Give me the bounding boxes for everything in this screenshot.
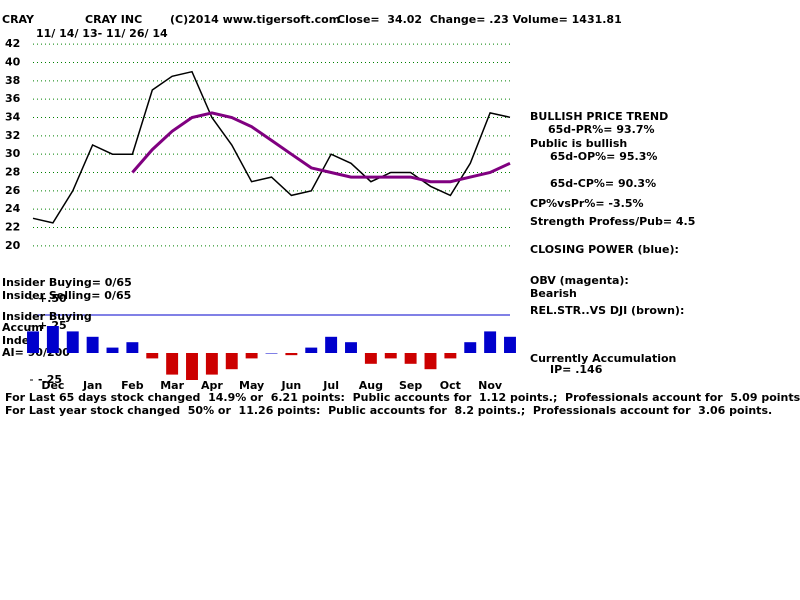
y-tick-label: 22: [5, 221, 20, 234]
y-tick-label: 34: [5, 111, 21, 124]
side-note: Public is bullish: [530, 137, 627, 150]
x-tick-label: Feb: [121, 379, 144, 392]
accum-bar: [484, 331, 497, 353]
y-tick-label: +.25: [38, 319, 67, 332]
side-note: IP= .146: [550, 363, 603, 376]
accum-bar: [225, 353, 238, 370]
left-note: Insider Buying= 0/65: [2, 276, 132, 289]
accum-bar: [166, 353, 179, 375]
y-tick-label: 38: [5, 74, 20, 87]
accum-bar: [126, 342, 139, 353]
x-tick-label: Oct: [440, 379, 461, 392]
x-tick-label: May: [239, 379, 264, 392]
accum-bar: [27, 331, 39, 353]
footer-line: For Last 65 days stock changed 14.9% or …: [5, 391, 800, 404]
accum-bar: [186, 353, 198, 380]
accum-bar: [444, 353, 457, 359]
accum-bar: [245, 353, 258, 359]
x-tick-label: Sep: [399, 379, 422, 392]
x-tick-label: Jun: [280, 379, 301, 392]
y-tick-label: 42: [5, 37, 20, 50]
accum-bar: [86, 336, 99, 353]
ticker: CRAY: [2, 13, 35, 26]
copyright: (C)2014 www.tigersoft.com: [170, 13, 340, 26]
accum-bar: [66, 331, 79, 353]
company: CRAY INC: [85, 13, 142, 26]
accum-bar: [325, 336, 338, 353]
accum-bar: [305, 347, 318, 353]
side-note: Currently Accumulation: [530, 352, 676, 365]
side-note: BULLISH PRICE TREND: [530, 110, 668, 123]
side-note: REL.STR..VS DJI (brown):: [530, 304, 684, 317]
x-tick-label: Jan: [82, 379, 102, 392]
side-note: OBV (magenta):: [530, 274, 629, 287]
side-note: 65d-OP%= 95.3%: [550, 150, 657, 163]
accum-bar: [265, 353, 278, 354]
y-tick-label: 36: [5, 92, 21, 105]
y-tick-label: 32: [5, 129, 20, 142]
accum-bar: [384, 353, 397, 359]
accum-bar: [504, 336, 516, 353]
x-tick-label: Apr: [201, 379, 223, 392]
series-line: [32, 70, 511, 224]
accum-bar: [106, 347, 119, 353]
y-tick-label: 30: [5, 147, 21, 160]
y-tick-label: 20: [5, 239, 21, 252]
y-tick-label: 40: [5, 56, 21, 69]
side-note: 65d-PR%= 93.7%: [548, 123, 655, 136]
accum-bar: [404, 353, 417, 364]
side-note: Strength Profess/Pub= 4.5: [530, 215, 695, 228]
left-note: Insider Selling= 0/65: [2, 289, 131, 302]
accum-bar: [345, 342, 357, 353]
date-range: 11/ 14/ 13- 11/ 26/ 14: [36, 27, 168, 40]
left-note: Insider Buying: [2, 310, 92, 323]
accum-bar: [364, 353, 377, 364]
left-note: Accum: [2, 321, 43, 334]
accum-bar: [464, 342, 477, 353]
footer-line: For Last year stock changed 50% or 11.26…: [5, 404, 772, 417]
accum-bar: [424, 353, 437, 370]
y-tick-label: 26: [5, 184, 21, 197]
y-tick-label: 24: [5, 202, 21, 215]
y-tick-label: +.50: [38, 292, 67, 305]
accum-bar: [46, 326, 59, 353]
x-tick-label: Nov: [478, 379, 503, 392]
y-tick-label: 28: [5, 166, 20, 179]
y-tick-label: -.25: [38, 373, 62, 386]
x-tick-label: Aug: [359, 379, 383, 392]
quote: Close= 34.02 Change= .23 Volume= 1431.81: [337, 13, 622, 26]
side-note: 65d-CP%= 90.3%: [550, 177, 656, 190]
x-tick-label: Dec: [41, 379, 64, 392]
series-line: [131, 111, 511, 184]
accum-bar: [205, 353, 218, 375]
side-note: CLOSING POWER (blue):: [530, 243, 679, 256]
side-note: Bearish: [530, 287, 577, 300]
accum-bar: [285, 353, 298, 356]
x-tick-label: Jul: [322, 379, 339, 392]
side-note: CP%vsPr%= -3.5%: [530, 197, 644, 210]
x-tick-label: Mar: [160, 379, 184, 392]
accum-bar: [146, 353, 159, 359]
